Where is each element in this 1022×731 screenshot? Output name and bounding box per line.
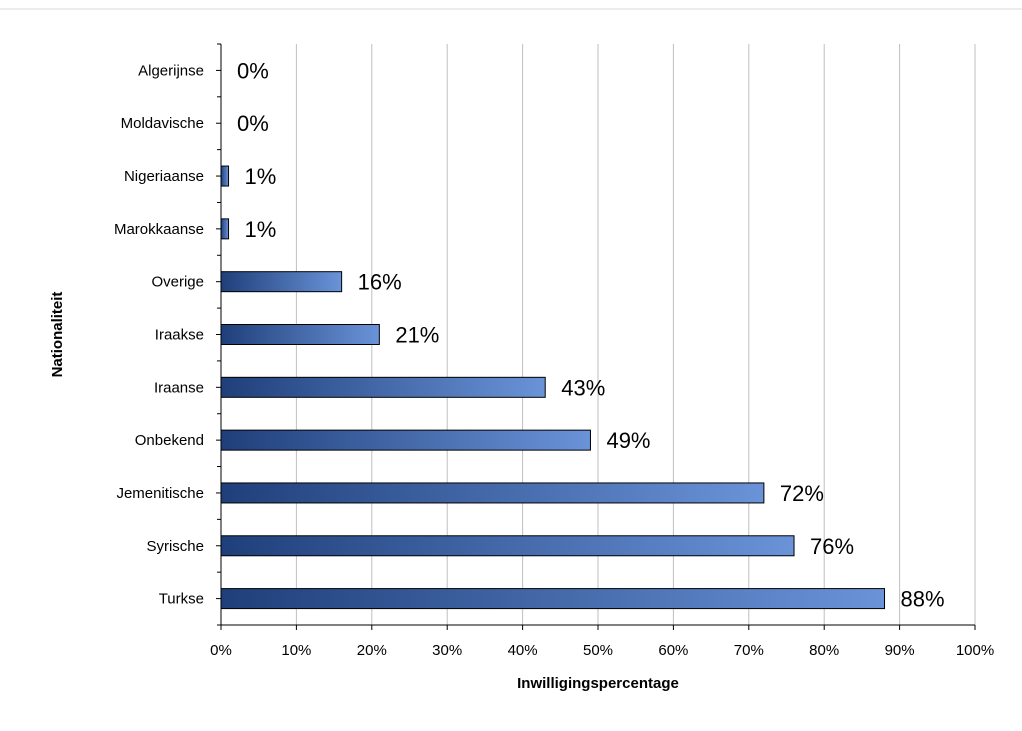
data-label: 21% — [395, 323, 439, 348]
x-axis-title: Inwilligingspercentage — [517, 675, 679, 692]
data-label: 49% — [606, 428, 650, 453]
y-tick-label: Moldavische — [121, 115, 204, 132]
y-tick-label: Overige — [151, 274, 204, 291]
x-tick-label: 0% — [210, 642, 232, 659]
x-tick-label: 20% — [357, 642, 387, 659]
bar-syrische — [220, 535, 795, 557]
y-tick-label: Nigeriaanse — [124, 168, 204, 185]
bar-iraakse — [220, 324, 380, 345]
y-tick-label: Iraakse — [155, 327, 204, 344]
axes — [216, 43, 976, 630]
data-label: 1% — [245, 164, 277, 189]
y-tick-label: Marokkaanse — [114, 221, 204, 238]
y-tick-label: Algerijnse — [138, 62, 204, 79]
bar-overige — [220, 271, 343, 293]
x-tick-label: 30% — [432, 642, 462, 659]
x-tick-label: 60% — [658, 642, 688, 659]
x-tick-label: 70% — [734, 642, 764, 659]
bar-iraanse — [220, 376, 546, 398]
labels: Algerijnse 0% Moldavische 0% Nigeriaanse 1% Ma… — [114, 58, 994, 659]
bar-jemenitische — [220, 482, 765, 504]
x-tick-label: 90% — [885, 642, 915, 659]
y-tick-label: Syrische — [146, 538, 204, 555]
x-tick-label: 100% — [956, 642, 994, 659]
bar-marokkaanse — [220, 218, 230, 240]
data-label: 72% — [780, 481, 824, 506]
data-label: 88% — [901, 587, 945, 612]
data-label: 76% — [810, 534, 854, 559]
x-tick-label: 80% — [809, 642, 839, 659]
y-tick-label: Jemenitische — [116, 485, 204, 502]
y-tick-label: Iraanse — [154, 379, 204, 396]
bar-onbekend — [220, 429, 591, 451]
y-tick-label: Onbekend — [135, 432, 204, 449]
x-tick-label: 10% — [281, 642, 311, 659]
data-label: 16% — [358, 270, 402, 295]
data-label: 0% — [237, 58, 269, 83]
y-tick-label: Turkse — [159, 591, 204, 608]
bar-turkse — [220, 588, 886, 610]
bar-nigeriaanse — [220, 165, 230, 187]
grid-lines — [295, 44, 976, 625]
data-label: 43% — [561, 375, 605, 400]
x-tick-label: 50% — [583, 642, 613, 659]
data-label: 1% — [245, 217, 277, 242]
x-tick-label: 40% — [508, 642, 538, 659]
data-label: 0% — [237, 111, 269, 136]
bars — [220, 165, 886, 610]
y-axis-title: Nationaliteit — [49, 292, 66, 378]
